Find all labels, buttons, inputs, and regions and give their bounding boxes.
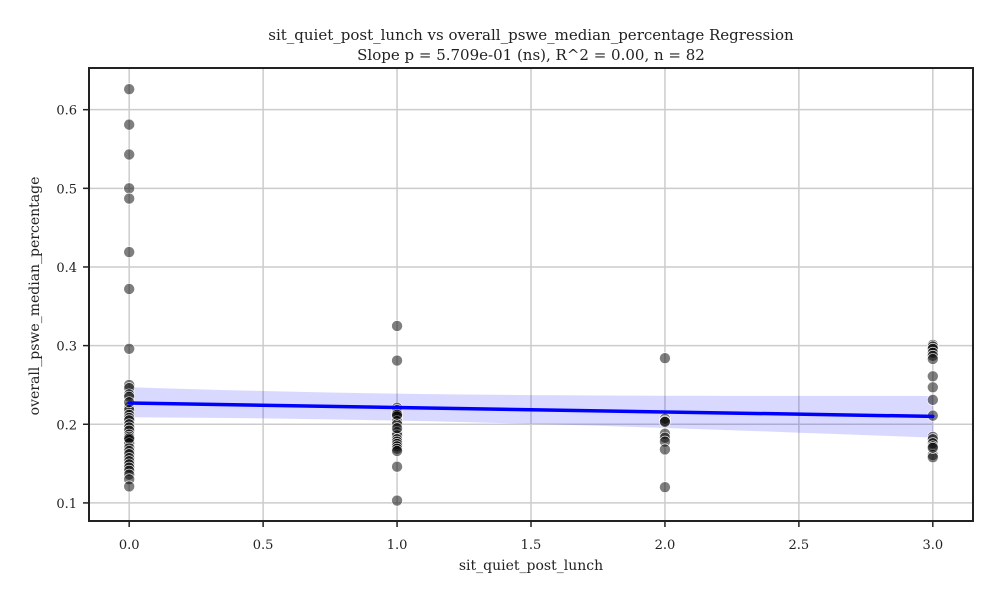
data-point (123, 246, 135, 258)
data-point (927, 381, 939, 394)
data-point (391, 409, 403, 421)
y-tick-label: 0.2 (56, 418, 77, 433)
confidence-band (129, 387, 933, 438)
chart-title: sit_quiet_post_lunch vs overall_pswe_med… (268, 26, 794, 44)
data-point (391, 320, 403, 332)
x-axis-label: sit_quiet_post_lunch (459, 558, 603, 574)
regression-line (127, 401, 935, 419)
data-point (391, 445, 403, 457)
data-point (927, 370, 939, 383)
confidence-band-layer (129, 387, 933, 438)
data-point (123, 182, 135, 195)
x-tick-label: 2.5 (789, 538, 810, 553)
x-tick-label: 1.5 (521, 538, 542, 553)
data-point (927, 353, 939, 365)
x-tick-label: 3.0 (922, 538, 943, 553)
data-point (123, 283, 135, 295)
data-point (123, 118, 135, 131)
data-point (659, 481, 671, 493)
y-axis-label: overall_pswe_median_percentage (27, 177, 43, 416)
data-point (659, 416, 671, 428)
data-point (927, 442, 939, 454)
x-tick-label: 0.0 (119, 538, 140, 553)
data-point (391, 422, 403, 434)
x-tick-label: 2.0 (655, 538, 676, 553)
y-tick-label: 0.3 (56, 340, 77, 355)
data-point (659, 352, 671, 365)
x-tick-label: 0.5 (253, 538, 274, 553)
y-tick-label: 0.1 (56, 497, 77, 512)
data-point (391, 354, 403, 367)
data-point (123, 342, 135, 355)
y-tick-label: 0.5 (56, 182, 77, 197)
data-point (123, 83, 135, 96)
regression-line-layer (127, 401, 935, 419)
x-tick-label: 1.0 (387, 538, 408, 553)
tick-layer: 0.0 0.5 1.0 1.5 2.0 2.5 3.0 0.1 0.2 0.3 0.4 0.5 0.6 (56, 104, 943, 553)
chart-subtitle: Slope p = 5.709e-01 (ns), R^2 = 0.00, n … (357, 46, 705, 64)
data-point (391, 460, 403, 473)
data-point (123, 480, 135, 493)
y-tick-label: 0.4 (56, 261, 77, 276)
data-point (659, 443, 671, 456)
data-point (123, 432, 135, 445)
data-point (123, 148, 135, 161)
plot-frame (88, 67, 974, 522)
y-tick-label: 0.6 (56, 104, 77, 119)
data-point (391, 494, 403, 507)
data-point (927, 394, 939, 406)
data-point (123, 192, 135, 205)
grid-layer (89, 68, 973, 521)
